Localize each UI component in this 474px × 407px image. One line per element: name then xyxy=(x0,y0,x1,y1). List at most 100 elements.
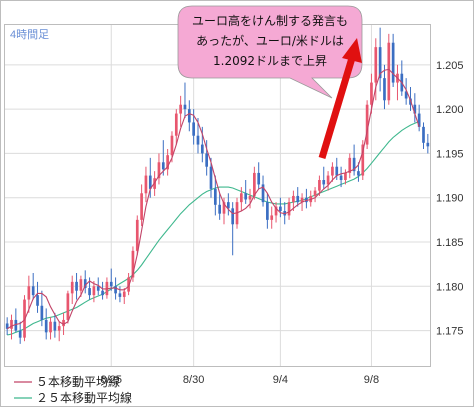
y-tick-label: 1.205 xyxy=(436,60,464,72)
candle xyxy=(240,187,243,211)
candle xyxy=(49,317,52,340)
candle xyxy=(44,308,48,340)
candle-body xyxy=(135,219,139,251)
y-tick-label: 1.185 xyxy=(436,237,464,249)
legend-label-ma25: ２５本移動平均線 xyxy=(36,390,132,405)
candle xyxy=(231,202,235,256)
candle xyxy=(383,64,386,110)
annotation-line-1: ユーロ高をけん制する発言も xyxy=(192,13,348,28)
candle-body xyxy=(70,281,74,294)
ma5-layer xyxy=(6,68,420,330)
candle-body xyxy=(209,166,213,189)
candle xyxy=(187,100,191,132)
candle-body xyxy=(348,157,352,173)
candle xyxy=(209,157,213,198)
y-tick-label: 1.200 xyxy=(436,104,464,116)
candle xyxy=(144,166,148,203)
candle-body xyxy=(253,172,256,196)
candle-body xyxy=(313,190,317,196)
candle xyxy=(31,273,35,300)
candle-body xyxy=(296,195,300,203)
up-arrow-shaft xyxy=(318,56,356,160)
candle xyxy=(378,27,382,92)
candle xyxy=(261,175,265,207)
candle xyxy=(413,93,417,123)
candle xyxy=(131,246,135,282)
candle-body xyxy=(205,153,209,167)
candle-body xyxy=(40,305,44,320)
candle-body xyxy=(53,321,57,331)
candle-body xyxy=(331,166,334,176)
candle xyxy=(344,169,347,185)
candle-body xyxy=(322,180,326,185)
candle xyxy=(331,162,334,182)
candle xyxy=(161,140,165,176)
ma25-layer xyxy=(7,120,420,336)
candle-body xyxy=(361,144,365,176)
candle-body xyxy=(96,286,100,291)
candle-body xyxy=(300,197,304,203)
candle-body xyxy=(161,162,165,170)
candle-body xyxy=(183,104,187,110)
annotation-line-3: 1.2092ドルまで上昇 xyxy=(213,54,327,68)
legend: ５本移動平均線 ２５本移動平均線 xyxy=(14,374,132,405)
candle xyxy=(166,149,169,176)
y-tick-label: 1.190 xyxy=(436,193,464,205)
ma25-line xyxy=(7,120,420,336)
speech-bubble xyxy=(177,5,363,99)
candle-body xyxy=(261,184,265,203)
candle-body xyxy=(18,330,22,338)
candle-body xyxy=(187,109,191,123)
candle-body xyxy=(200,144,204,154)
annotation: ユーロ高をけん制する発言も あったが、ユーロ/米ドルは 1.2092ドルまで上昇 xyxy=(177,5,363,160)
candle xyxy=(426,133,430,154)
candle-body xyxy=(326,175,330,185)
candle-body xyxy=(287,202,291,216)
candle xyxy=(205,140,209,176)
candle-body xyxy=(240,193,243,203)
candle xyxy=(101,281,104,300)
candle-body xyxy=(101,290,104,296)
candle xyxy=(122,288,126,304)
candle-body xyxy=(374,47,378,83)
candle xyxy=(18,321,22,344)
candle xyxy=(279,197,282,218)
candle-body xyxy=(36,295,39,306)
candle xyxy=(135,215,139,256)
candle xyxy=(5,317,9,335)
candle xyxy=(348,153,352,179)
candle xyxy=(257,162,261,189)
candle xyxy=(79,275,83,297)
candle xyxy=(365,100,369,149)
candle xyxy=(352,144,356,176)
candle-body xyxy=(27,286,31,300)
candle-body xyxy=(148,175,152,189)
candle xyxy=(14,308,18,333)
candle xyxy=(339,166,343,188)
x-tick-label: 9/4 xyxy=(273,374,288,386)
candle xyxy=(140,184,143,227)
candle xyxy=(70,275,74,304)
candle xyxy=(53,312,57,338)
candle xyxy=(296,187,300,207)
candle xyxy=(266,193,269,229)
y-tick-label: 1.195 xyxy=(436,148,464,160)
candle-body xyxy=(79,279,83,291)
candle-body xyxy=(335,166,339,176)
up-arrow-head xyxy=(342,38,362,63)
candle-body xyxy=(192,122,195,136)
candle xyxy=(274,202,278,223)
candle-body xyxy=(257,172,261,185)
candle-body xyxy=(339,175,343,180)
candle-body xyxy=(365,104,369,145)
candle xyxy=(391,33,395,87)
candle xyxy=(374,38,378,101)
candle xyxy=(361,140,365,180)
candle-body xyxy=(88,288,91,296)
candle xyxy=(183,82,187,118)
annotation-line-2: あったが、ユーロ/米ドルは xyxy=(196,33,344,48)
candle xyxy=(326,171,330,191)
candle-body xyxy=(292,195,295,203)
candles xyxy=(5,27,430,344)
